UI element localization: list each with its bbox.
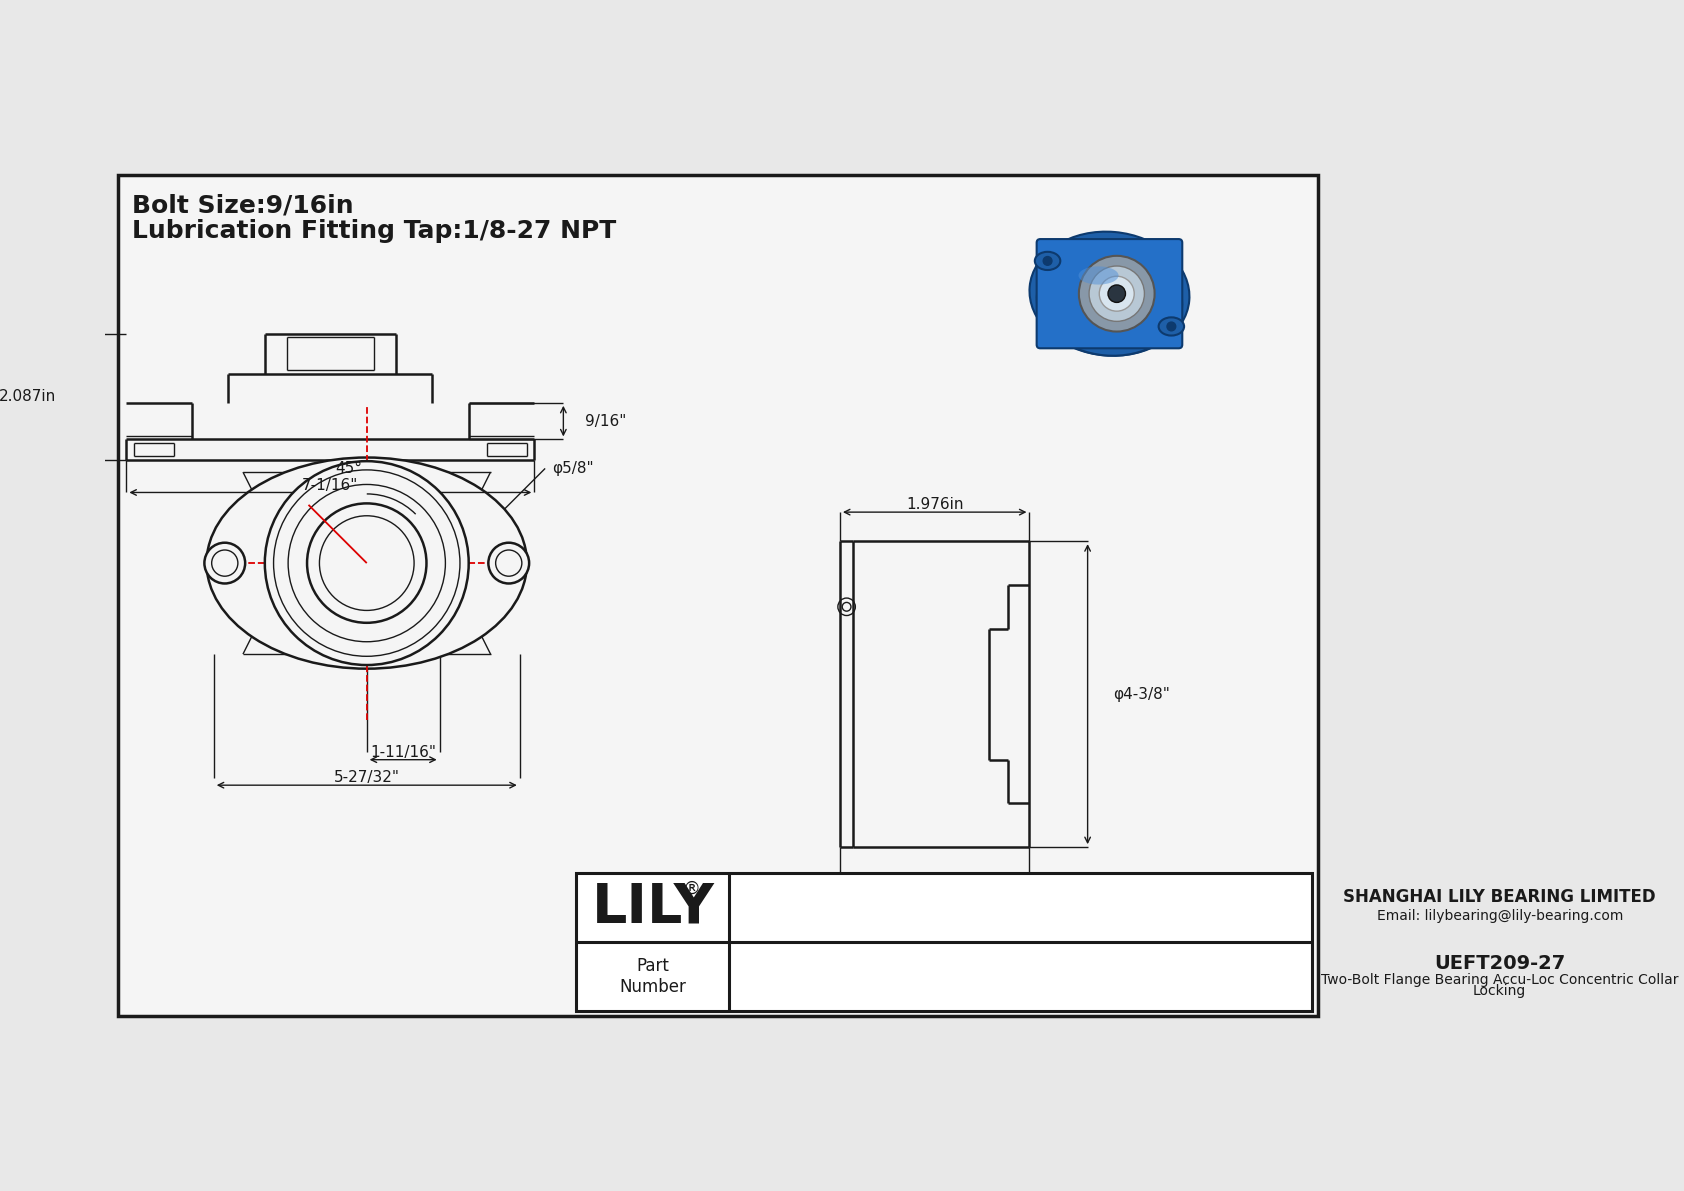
Text: 2.087in: 2.087in	[0, 389, 56, 404]
Circle shape	[1167, 322, 1175, 331]
Text: 5-27/32": 5-27/32"	[333, 771, 399, 785]
FancyBboxPatch shape	[1037, 239, 1182, 348]
Ellipse shape	[207, 457, 527, 668]
Ellipse shape	[1078, 267, 1118, 285]
Circle shape	[1108, 285, 1125, 303]
Text: Locking: Locking	[1474, 984, 1526, 998]
Circle shape	[1042, 256, 1052, 266]
Text: 1-11/16": 1-11/16"	[370, 744, 436, 760]
Text: Part
Number: Part Number	[620, 958, 687, 996]
Text: 9/16": 9/16"	[586, 413, 626, 429]
Circle shape	[1090, 266, 1145, 322]
Text: Bolt Size:9/16in: Bolt Size:9/16in	[133, 193, 354, 217]
Text: Email: lilybearing@lily-bearing.com: Email: lilybearing@lily-bearing.com	[1376, 909, 1623, 923]
Circle shape	[264, 461, 468, 665]
Circle shape	[306, 504, 426, 623]
Circle shape	[1079, 256, 1155, 331]
Ellipse shape	[1036, 251, 1061, 270]
Bar	[576, 873, 1312, 1011]
Ellipse shape	[1029, 231, 1189, 356]
Circle shape	[204, 543, 246, 584]
Text: SHANGHAI LILY BEARING LIMITED: SHANGHAI LILY BEARING LIMITED	[1344, 888, 1655, 906]
Text: Two-Bolt Flange Bearing Accu-Loc Concentric Collar: Two-Bolt Flange Bearing Accu-Loc Concent…	[1320, 973, 1679, 986]
Circle shape	[1100, 276, 1135, 311]
Circle shape	[488, 543, 529, 584]
Text: UEFT209-27: UEFT209-27	[1435, 954, 1566, 973]
Text: 45°: 45°	[335, 461, 362, 475]
Text: 7-1/16": 7-1/16"	[301, 478, 359, 493]
Text: LILY: LILY	[591, 880, 714, 935]
Text: Lubrication Fitting Tap:1/8-27 NPT: Lubrication Fitting Tap:1/8-27 NPT	[133, 219, 616, 243]
Ellipse shape	[1159, 317, 1184, 336]
Text: φ5/8": φ5/8"	[552, 461, 594, 476]
Text: 1.976in: 1.976in	[906, 498, 963, 512]
Ellipse shape	[1037, 247, 1182, 356]
Text: ®: ®	[682, 880, 701, 898]
Text: φ4-3/8": φ4-3/8"	[1113, 687, 1170, 701]
Text: 1-9/16": 1-9/16"	[906, 890, 963, 905]
